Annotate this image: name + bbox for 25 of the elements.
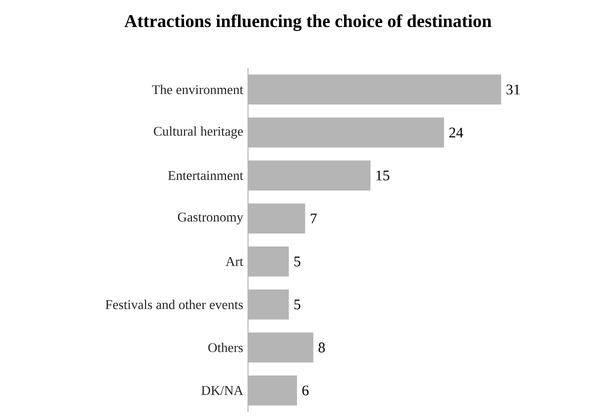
data-label: 8 [318,342,325,352]
y-tick-label: Gastronomy [178,212,244,224]
bar [248,203,306,234]
y-tick-label: Entertainment [168,171,244,180]
y-tick-label: Cultural heritage [154,126,243,139]
data-label: 7 [310,214,317,224]
bar [248,375,297,406]
data-label: 31 [506,84,520,94]
bar [248,332,314,362]
y-tick-label: Art [226,257,244,266]
y-tick-label: Festivals and other events [106,300,243,310]
bar [248,118,444,148]
data-label: 6 [302,386,309,396]
data-label: 5 [294,256,300,266]
y-tick-label: Others [208,342,243,352]
bar [248,160,370,190]
y-tick-label: DK/NA [201,386,244,395]
y-tick-label: The environment [152,84,244,94]
data-label: 15 [376,170,390,180]
bar [248,289,289,320]
chart-title: Attractions influencing the choice of destination [124,14,492,31]
data-label: 5 [294,300,300,310]
data-label: 24 [449,128,464,138]
bar [248,74,502,104]
bar [248,246,289,276]
